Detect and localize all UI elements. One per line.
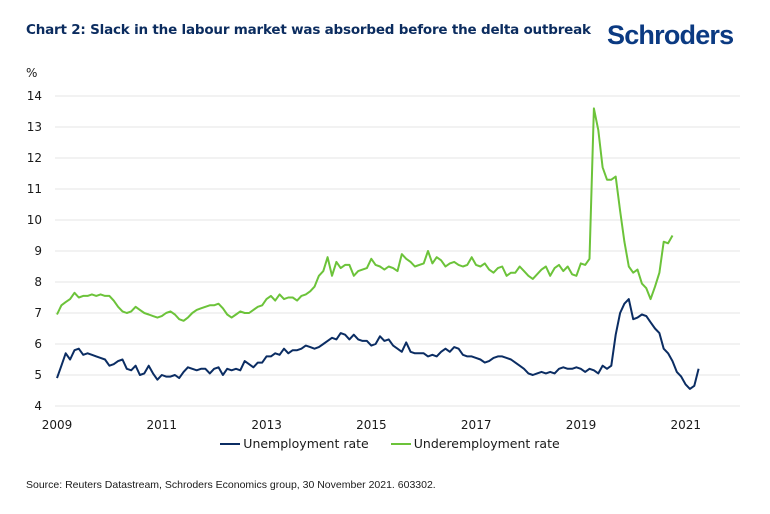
- y-tick-label: 9: [34, 244, 42, 258]
- x-tick-label: 2017: [461, 418, 492, 432]
- legend-label-underemployment: Underemployment rate: [413, 436, 560, 451]
- source-note: Source: Reuters Datastream, Schroders Ec…: [26, 479, 436, 491]
- legend-swatch-underemployment: [390, 442, 411, 445]
- x-axis-ticks: 2009 2011 2013 2015 2017 2019 2021: [42, 418, 701, 432]
- y-tick-label: 6: [34, 337, 42, 351]
- series-lines: [56, 107, 700, 390]
- y-tick-label: 5: [34, 368, 42, 382]
- y-tick-label: 7: [34, 306, 42, 320]
- x-tick-label: 2013: [251, 418, 282, 432]
- x-tick-label: 2009: [42, 418, 73, 432]
- y-tick-label: 8: [34, 275, 42, 289]
- gridlines: [55, 95, 740, 407]
- y-tick-label: 12: [27, 151, 42, 165]
- legend-label-unemployment: Unemployment rate: [243, 436, 369, 451]
- y-axis-unit-label: %: [26, 66, 38, 80]
- y-tick-label: 11: [27, 182, 42, 196]
- chart-title: Chart 2: Slack in the labour market was …: [26, 22, 591, 38]
- x-tick-label: 2011: [147, 418, 178, 432]
- y-tick-label: 10: [27, 213, 42, 227]
- unemployment-rate-line: [56, 298, 700, 390]
- legend-item-unemployment: Unemployment rate: [220, 436, 369, 451]
- legend: Unemployment rate Underemployment rate: [0, 436, 770, 451]
- y-axis-ticks: 4 5 6 7 8 9 10 11 12 13 14: [27, 89, 42, 413]
- y-tick-label: 14: [27, 89, 42, 103]
- schroders-logo: Schroders: [607, 20, 734, 50]
- x-tick-label: 2015: [356, 418, 387, 432]
- x-tick-label: 2021: [671, 418, 702, 432]
- y-tick-label: 13: [27, 120, 42, 134]
- legend-swatch-unemployment: [220, 442, 241, 445]
- underemployment-rate-line: [56, 107, 674, 322]
- x-tick-label: 2019: [566, 418, 597, 432]
- y-tick-label: 4: [34, 399, 42, 413]
- legend-item-underemployment: Underemployment rate: [390, 436, 560, 451]
